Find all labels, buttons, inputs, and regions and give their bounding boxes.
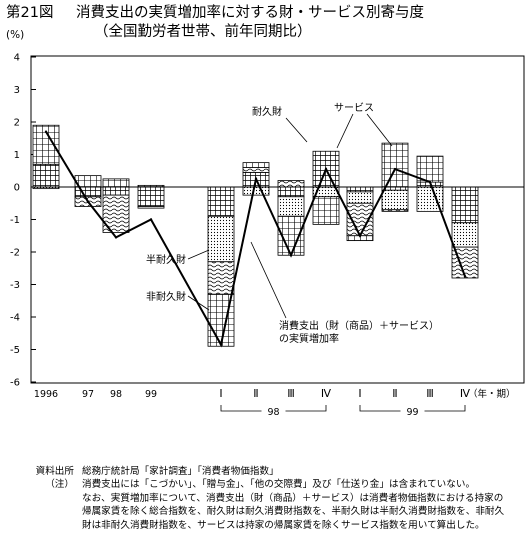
leader-services — [366, 113, 393, 147]
source-key: 資料出所 — [35, 466, 74, 477]
bar-segment-services — [242, 162, 270, 168]
year-group-label: 99 — [406, 407, 418, 418]
title-line-1: 消費支出の実質増加率に対する財・サービス別寄与度 — [76, 5, 424, 21]
title-line-2: （全国勤労者世帯、前年同期比） — [94, 24, 312, 40]
note-line-3: 帰属家賃を除く総合指数を、耐久財は耐久消費財指数を、半耐久財は半耐久消費財指数を… — [82, 506, 505, 518]
source-text: 総務庁統計局「家計調査」「消費者物価指数」 — [82, 466, 279, 477]
line-point — [114, 236, 118, 239]
bar-segment-non-durable — [381, 209, 409, 212]
line-point — [44, 130, 48, 133]
annotation-durable: 耐久財 — [252, 105, 282, 118]
x-tick-label: Ⅰ — [358, 387, 361, 400]
bar-segment-semi-durable — [207, 215, 235, 263]
annotation-line-1: 消費支出（財（商品）＋サービス） — [279, 319, 439, 332]
bar-segment-durable — [277, 186, 305, 198]
note-line-2: なお、実質増加率について、消費支出（財（商品）＋サービス）は消費者物価指数におけ… — [82, 492, 504, 504]
note-key: （注） — [45, 479, 74, 491]
bar-segment-services — [312, 196, 340, 225]
bar-segment-non-durable — [207, 261, 235, 295]
annotation-non-durable: 非耐久財 — [146, 290, 186, 303]
y-tick-label: -4 — [10, 313, 20, 324]
x-tick-label: 1996 — [34, 389, 58, 400]
line-point — [324, 167, 328, 171]
year-label-bg — [400, 405, 425, 417]
bar-segment-semi-durable — [277, 196, 305, 217]
bar-segment-durable — [451, 186, 479, 224]
leader-non-durable — [187, 295, 210, 311]
x-tick-label: Ⅰ — [219, 387, 222, 400]
y-tick-label: 4 — [14, 53, 20, 64]
y-tick-label: 1 — [14, 150, 20, 161]
figure-number: 第21図 — [6, 5, 54, 21]
note-row: （注） 消費支出には「こづかい」、「贈与金」、「他の交際費」及び「仕送り金」は含ま… — [6, 478, 504, 491]
note-line-4: 財は非耐久消費財指数を、サービスは持家の帰属家賃を除くサービス指数を用いて算出し… — [82, 519, 485, 531]
line-point — [463, 275, 467, 278]
growth-rate-polyline — [45, 131, 466, 348]
note-line-1: 消費支出には「こづかい」、「贈与金」、「他の交際費」及び「仕送り金」は含まれてい… — [82, 479, 476, 491]
x-tick-label: Ⅱ — [253, 387, 258, 400]
stacked-bar-chart: (%) 4 3 2 1 0 -1 -2 -3 -4 -5 -6 1996 97 98 99 Ⅰ Ⅱ Ⅲ Ⅳ Ⅰ Ⅱ Ⅲ Ⅳ… — [6, 29, 525, 418]
line-point — [393, 167, 397, 171]
y-tick-label: 0 — [14, 183, 20, 194]
bar-segment-semi-durable — [451, 222, 479, 248]
bars — [32, 124, 479, 347]
line-point — [358, 234, 362, 237]
y-tick-label: -2 — [10, 248, 20, 259]
x-tick-label: Ⅲ — [287, 387, 295, 400]
x-axis: 1996 97 98 99 Ⅰ Ⅱ Ⅲ Ⅳ Ⅰ Ⅱ Ⅲ Ⅳ（年・期）98 99 — [34, 387, 516, 418]
y-tick-label: -5 — [10, 345, 20, 356]
bar-segment-semi-durable — [346, 191, 374, 204]
annotation-semi-durable: 半耐久財 — [146, 253, 186, 266]
y-tick-label: 3 — [14, 85, 20, 96]
line-point — [289, 254, 293, 257]
year-label-bg — [261, 405, 286, 417]
y-tick-label: -3 — [10, 280, 20, 291]
x-tick-label: Ⅳ — [460, 387, 471, 400]
leader-durable — [285, 117, 308, 143]
x-tick-label: 98 — [110, 389, 122, 400]
bar-segment-services — [102, 178, 130, 188]
leader-line — [250, 241, 287, 319]
bar-segment-durable — [102, 186, 130, 196]
leader-semi-durable — [187, 249, 210, 260]
year-group-label: 98 — [267, 407, 279, 418]
x-tick-label: 97 — [82, 389, 94, 400]
x-tick-label: Ⅱ — [392, 387, 397, 400]
line-point — [254, 177, 258, 181]
bar-segment-semi-durable — [242, 186, 270, 196]
y-unit-label: (%) — [6, 29, 24, 41]
annotation-line-2: の実質増加率 — [279, 332, 339, 345]
notes: 資料出所 総務庁統計局「家計調査」「消費者物価指数」 （注） 消費支出には「こづかい… — [6, 465, 505, 532]
leader-services-2 — [336, 113, 354, 149]
bar-segment-durable — [346, 186, 374, 193]
bar-segment-semi-durable — [381, 189, 409, 211]
y-tick-label: -6 — [10, 378, 20, 389]
bar-segment-semi-durable — [137, 206, 165, 209]
bar-segment-durable — [74, 186, 102, 198]
source-row: 資料出所 総務庁統計局「家計調査」「消費者物価指数」 — [6, 465, 504, 478]
annotation-services: サービス — [334, 102, 374, 114]
y-tick-label: -1 — [10, 215, 20, 226]
y-tick-label: 2 — [14, 118, 20, 129]
x-unit-label: （年・期） — [468, 388, 516, 400]
bar-segment-non-durable — [277, 180, 305, 188]
line-point — [219, 343, 223, 346]
growth-rate-line — [44, 130, 467, 348]
x-tick-label: 99 — [145, 389, 157, 400]
bar-segment-durable — [137, 186, 165, 207]
annotations: 耐久財 サービス 半耐久財 非耐久財 消費支出（財（商品）＋サービス） の実質増… — [146, 102, 439, 345]
chart-title: 第21図 消費支出の実質増加率に対する財・サービス別寄与度 （全国勤労者世帯、前年… — [6, 4, 424, 42]
line-point — [149, 218, 153, 221]
line-point — [86, 200, 90, 203]
x-tick-label: Ⅲ — [426, 387, 434, 400]
y-axis: 4 3 2 1 0 -1 -2 -3 -4 -5 -6 — [10, 53, 36, 389]
bar-segment-non-durable — [242, 167, 270, 173]
bar-segment-durable — [32, 163, 60, 188]
line-point — [428, 180, 432, 184]
bar-segment-services — [381, 142, 409, 188]
x-tick-label: Ⅳ — [321, 387, 332, 400]
bar-segment-durable — [207, 186, 235, 217]
